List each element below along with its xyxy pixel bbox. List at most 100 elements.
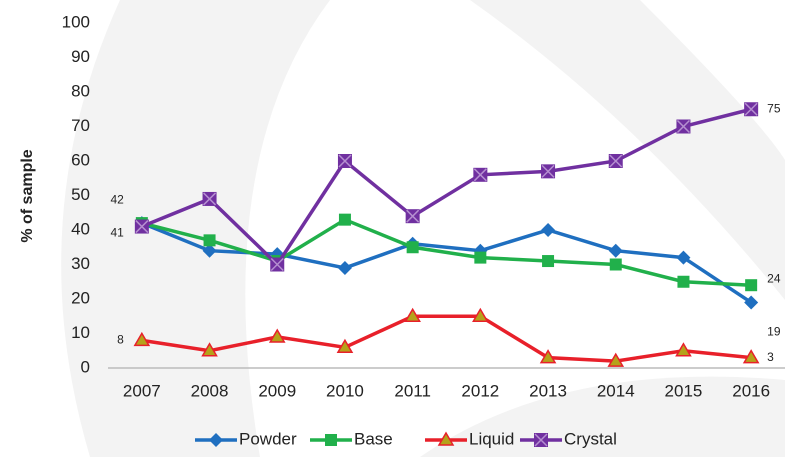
x-tick-label: 2009 [258,381,296,400]
data-label: 42 [110,192,124,206]
marker-shape [337,260,352,275]
marker [337,260,352,275]
marker [268,328,286,343]
marker-shape [677,275,690,288]
marker-shape [406,241,419,254]
y-tick-label: 70 [71,116,90,135]
marker [607,352,625,367]
x-tick-label: 2013 [529,381,567,400]
marker [608,243,623,258]
marker-shape [541,164,555,178]
marker-shape [676,250,691,265]
marker-shape [474,251,487,264]
series-line [141,107,752,268]
marker [437,431,455,446]
watermark [61,0,331,457]
marker-shape [203,234,216,247]
legend-label: Liquid [469,429,514,448]
data-label: 24 [767,271,781,285]
data-label: 41 [110,226,124,240]
series-line [141,314,752,363]
marker [609,258,622,271]
marker [542,255,555,268]
marker [336,338,354,354]
marker-shape [268,328,286,343]
y-tick-label: 20 [71,288,90,307]
marker-shape [534,433,548,447]
y-tick-label: 60 [71,150,90,169]
x-tick-label: 2011 [394,381,431,400]
marker-shape [336,338,354,354]
marker-shape [542,255,555,268]
y-tick-label: 50 [71,185,90,204]
marker-shape [135,220,149,234]
y-tick-label: 0 [81,357,90,376]
y-axis-label: % of sample [19,149,36,242]
marker-shape [473,243,488,258]
marker [337,154,352,168]
marker [406,241,419,254]
y-tick-label: 30 [71,254,90,273]
marker [675,342,692,357]
marker-shape [437,431,455,446]
marker-shape [338,213,351,226]
marker-shape [473,168,487,182]
marker-shape [609,154,623,168]
marker [534,433,548,447]
marker-shape [676,119,690,134]
legend-label: Base [354,429,393,448]
marker-shape [609,258,622,271]
marker [474,251,487,264]
marker [473,243,488,258]
marker-shape [675,342,692,357]
marker [473,167,488,182]
marker-shape [338,154,352,168]
marker [201,342,218,357]
marker [742,349,760,364]
watermark [470,0,785,300]
y-tick-label: 100 [62,12,90,31]
marker [744,102,759,117]
marker-shape [406,209,420,223]
marker-shape [209,433,223,447]
marker [270,257,285,272]
marker [338,213,351,226]
marker [202,191,217,206]
marker-shape [539,349,557,364]
y-tick-label: 90 [71,47,90,66]
marker-shape [404,307,421,322]
data-label: 8 [117,333,124,347]
x-tick-label: 2012 [461,381,499,400]
y-tick-label: 10 [71,323,90,342]
y-tick-label: 80 [71,81,90,100]
marker-shape [744,295,759,310]
marker-shape [203,192,217,206]
marker-shape [133,331,151,347]
x-tick-label: 2014 [597,381,635,400]
legend-label: Powder [239,429,297,448]
marker-shape [607,352,625,367]
marker-shape [202,243,217,258]
data-label: 19 [767,325,781,339]
marker [608,154,623,168]
marker [541,164,556,179]
watermark [420,376,785,457]
y-tick-label: 40 [71,219,90,238]
marker [744,295,759,310]
marker [745,279,758,292]
marker-shape [608,243,623,258]
marker-shape [742,349,760,364]
marker [676,119,691,134]
x-tick-label: 2015 [665,381,703,400]
marker [134,219,149,234]
marker [325,434,337,446]
legend-label: Crystal [564,429,617,448]
marker [133,331,151,347]
marker-shape [270,257,284,272]
marker [404,307,421,322]
marker [676,250,691,265]
marker [405,209,420,224]
data-label: 3 [767,350,774,364]
marker [541,223,556,237]
